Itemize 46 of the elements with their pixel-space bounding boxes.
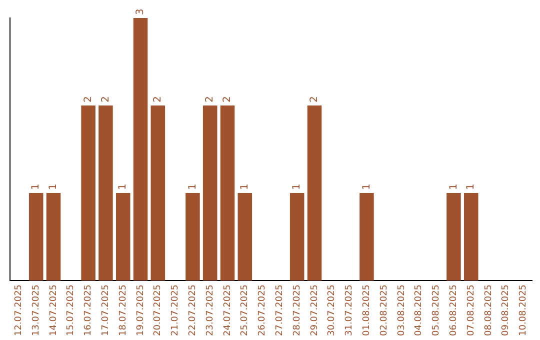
x-tick-label: 14.07.2025 — [48, 284, 59, 336]
data-label: 2 — [309, 96, 320, 102]
x-tick-label: 27.07.2025 — [275, 284, 286, 336]
x-tick-label: 15.07.2025 — [66, 284, 76, 336]
data-label: 2 — [82, 96, 94, 102]
data-label: 1 — [239, 184, 250, 190]
data-label: 1 — [448, 184, 460, 190]
x-tick-label: 09.08.2025 — [501, 284, 512, 336]
x-tick-label: 28.07.2025 — [292, 284, 302, 336]
x-tick-label: 17.07.2025 — [101, 284, 112, 336]
x-tick-label: 04.08.2025 — [414, 284, 424, 336]
x-tick-label: 18.07.2025 — [118, 284, 128, 336]
data-label: 2 — [222, 96, 234, 102]
x-tick-label: 02.08.2025 — [379, 284, 390, 336]
x-tick-label: 05.08.2025 — [432, 284, 442, 336]
x-tick-label: 16.07.2025 — [84, 284, 94, 336]
data-label: 3 — [135, 8, 146, 15]
x-tick-label: 25.07.2025 — [240, 284, 250, 336]
x-tick-label: 10.08.2025 — [518, 284, 529, 336]
x-tick-label: 01.08.2025 — [362, 284, 372, 336]
data-label: 1 — [187, 184, 198, 190]
x-tick-label: 26.07.2025 — [258, 284, 268, 336]
data-label: 1 — [466, 184, 477, 190]
data-label: 2 — [100, 96, 112, 102]
data-label: 1 — [118, 184, 129, 190]
x-tick-label: 21.07.2025 — [170, 284, 181, 336]
x-tick-label: 24.07.2025 — [222, 284, 233, 336]
x-tick-label: 31.07.2025 — [344, 284, 355, 336]
x-tick-label: 13.07.2025 — [31, 284, 42, 336]
x-tick-label: 23.07.2025 — [205, 284, 216, 336]
data-label: 1 — [361, 184, 372, 190]
data-label: 1 — [48, 184, 60, 190]
x-tick-label: 22.07.2025 — [188, 284, 198, 336]
data-label: 2 — [152, 96, 164, 102]
data-label: 1 — [292, 184, 303, 190]
x-tick-label: 06.08.2025 — [449, 284, 460, 336]
x-tick-label: 30.07.2025 — [327, 284, 338, 336]
x-tick-label: 08.08.2025 — [484, 284, 494, 336]
x-tick-label: 19.07.2025 — [136, 284, 146, 336]
data-label: 2 — [204, 96, 216, 102]
x-tick-label: 29.07.2025 — [310, 284, 320, 336]
x-tick-label: 12.07.2025 — [14, 284, 24, 336]
x-tick-label: 20.07.2025 — [153, 284, 164, 336]
x-tick-label: 07.08.2025 — [466, 284, 476, 336]
x-tick-label: 03.08.2025 — [396, 284, 407, 336]
data-label: 1 — [30, 184, 42, 190]
